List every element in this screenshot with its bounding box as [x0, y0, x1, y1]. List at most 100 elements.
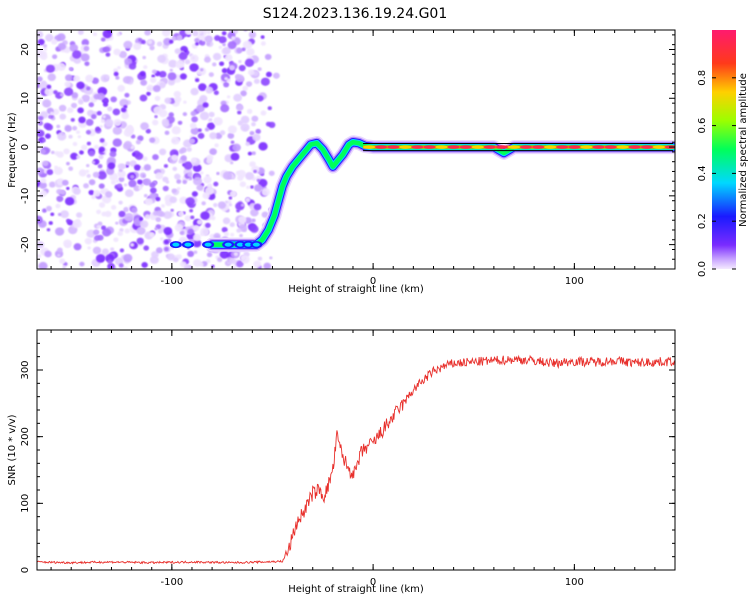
- noise-dot: [68, 67, 73, 71]
- noise-dot: [123, 253, 133, 263]
- noise-dot: [188, 138, 196, 144]
- noise-dot: [43, 122, 51, 130]
- noise-dot: [93, 93, 100, 100]
- noise-dot: [252, 133, 261, 142]
- noise-dot: [206, 41, 211, 46]
- noise-dot: [76, 130, 80, 134]
- noise-dot: [227, 200, 232, 204]
- noise-dot: [93, 190, 101, 197]
- noise-dot: [162, 185, 169, 192]
- noise-dot: [107, 106, 113, 112]
- noise-dot: [49, 181, 56, 188]
- noise-dot: [37, 76, 43, 82]
- noise-dot: [38, 115, 44, 121]
- noise-dot: [269, 256, 273, 260]
- noise-dot: [77, 135, 82, 139]
- noise-dot: [260, 41, 266, 46]
- noise-dot: [97, 221, 103, 227]
- noise-dot: [40, 148, 46, 155]
- noise-dot: [249, 130, 255, 136]
- noise-dot: [161, 30, 171, 37]
- noise-dot: [238, 59, 242, 64]
- noise-dot: [143, 178, 152, 186]
- noise-dot: [64, 81, 71, 88]
- noise-dot: [37, 181, 40, 185]
- noise-dot: [43, 44, 47, 48]
- noise-dot: [97, 234, 104, 241]
- noise-dot: [254, 184, 263, 192]
- noise-dot: [93, 144, 99, 150]
- noise-dot: [173, 257, 179, 263]
- noise-dot: [167, 72, 177, 81]
- noise-dot: [163, 239, 170, 245]
- noise-dot: [184, 59, 191, 65]
- noise-dot: [37, 146, 42, 153]
- plot-frame-1: [36, 29, 676, 270]
- noise-dot: [236, 260, 244, 268]
- noise-dot: [117, 170, 126, 178]
- noise-dot: [135, 152, 144, 160]
- noise-dot: [95, 126, 101, 132]
- noise-dot: [163, 37, 172, 46]
- ridge-hotspot: [459, 145, 472, 149]
- noise-dot: [76, 212, 83, 218]
- noise-dot: [192, 30, 199, 37]
- ridge-hotspot: [568, 145, 581, 149]
- noise-dot: [49, 115, 54, 119]
- noise-dot: [163, 164, 168, 168]
- noise-dot: [143, 164, 152, 171]
- colorbar-tick-label: 0.6: [697, 118, 708, 134]
- noise-dot: [163, 227, 173, 236]
- noise-dot: [124, 212, 134, 222]
- y-tick-label: 0: [20, 144, 31, 150]
- noise-dot: [73, 57, 82, 64]
- noise-dot: [100, 225, 107, 231]
- noise-dot: [98, 183, 105, 189]
- noise-dot: [164, 130, 170, 136]
- noise-dot: [75, 218, 81, 224]
- noise-dot: [248, 31, 257, 39]
- noise-dot: [250, 225, 259, 233]
- y-axis-label-1: Frequency (Hz): [7, 112, 18, 188]
- noise-dot: [217, 257, 223, 263]
- noise-dot: [213, 181, 219, 187]
- noise-dot: [146, 91, 151, 96]
- ridge-hotspot: [387, 145, 400, 149]
- noise-dot: [119, 228, 124, 233]
- noise-dot: [88, 179, 96, 186]
- noise-dot: [141, 174, 146, 178]
- noise-dot: [198, 40, 203, 45]
- noise-dot: [218, 45, 223, 49]
- noise-dot: [140, 220, 149, 228]
- noise-dot: [187, 228, 195, 235]
- noise-dot: [130, 174, 135, 179]
- noise-dot: [187, 250, 195, 257]
- y-tick-label: 10: [20, 92, 31, 105]
- ridge-hotspot: [616, 145, 629, 149]
- noise-dot: [272, 72, 280, 79]
- ridge-blob-core: [204, 242, 212, 247]
- noise-dot: [179, 73, 187, 80]
- y-tick-label: 0: [20, 567, 31, 573]
- noise-dot: [96, 209, 102, 215]
- noise-dot: [245, 197, 251, 203]
- noise-dot: [110, 96, 117, 103]
- noise-dot: [152, 119, 159, 126]
- noise-dot: [115, 75, 120, 80]
- noise-dot: [149, 231, 156, 238]
- noise-dot: [231, 36, 236, 40]
- noise-dot: [57, 42, 67, 51]
- noise-dot: [137, 179, 143, 185]
- ridge-blob-core: [184, 242, 192, 247]
- colorbar-gradient: [712, 30, 736, 269]
- x-axis-label-2: Height of straight line (km): [288, 584, 424, 595]
- noise-dot: [53, 166, 63, 176]
- noise-dot: [52, 54, 58, 60]
- noise-dot: [220, 104, 230, 113]
- colorbar-tick-label: 0.0: [697, 261, 708, 277]
- noise-dot: [161, 118, 170, 126]
- noise-dot: [118, 50, 127, 59]
- noise-dot: [73, 243, 82, 251]
- noise-dot: [153, 106, 163, 115]
- noise-dot: [149, 182, 156, 188]
